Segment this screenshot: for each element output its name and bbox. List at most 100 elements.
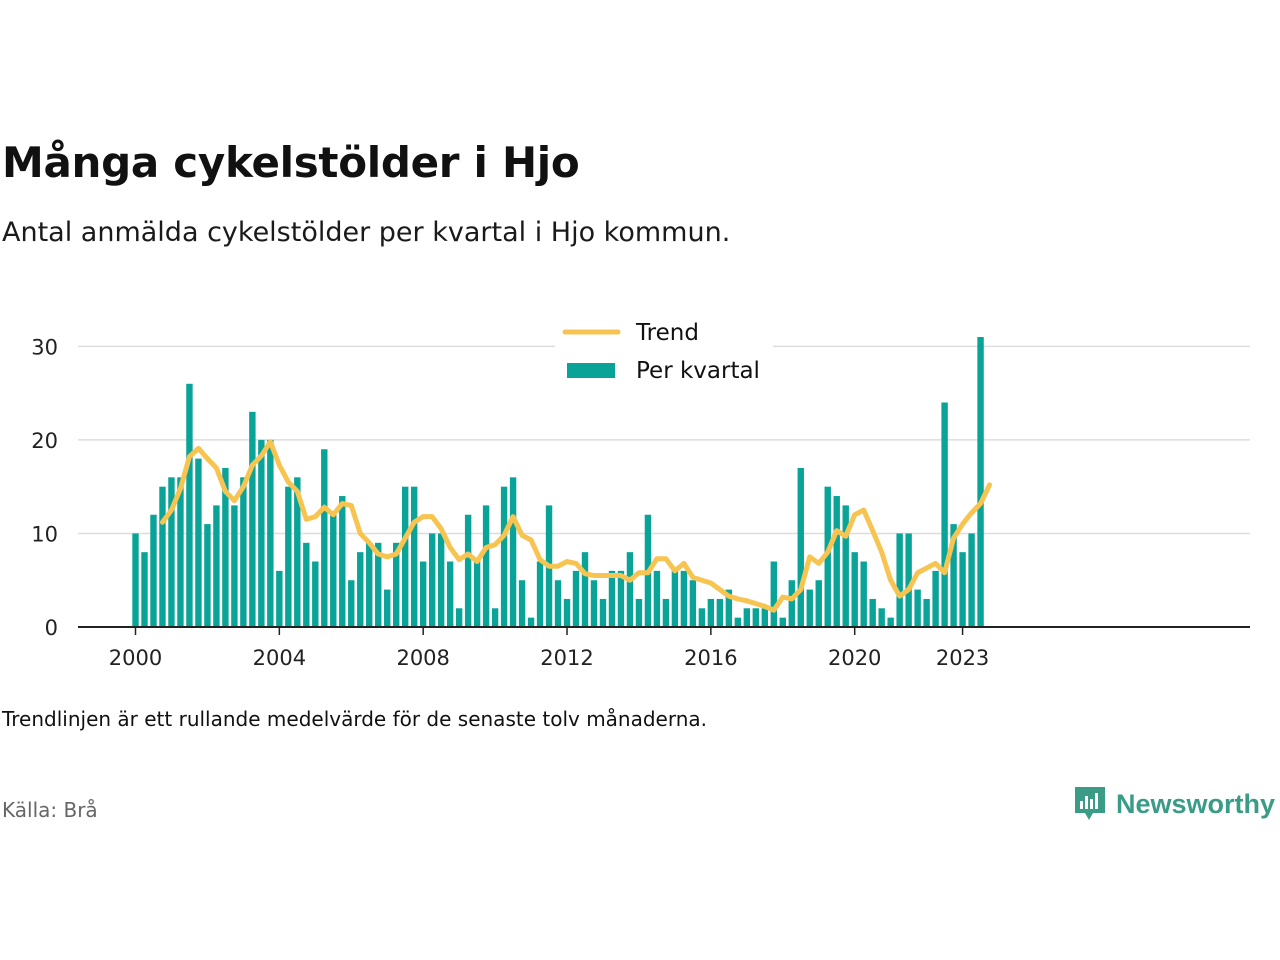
bar [321, 449, 328, 627]
bar [437, 533, 445, 627]
bar [842, 505, 849, 627]
bar [159, 486, 166, 627]
bar [833, 496, 840, 627]
bar [851, 552, 858, 627]
bar [375, 542, 382, 627]
y-tick-label: 0 [45, 616, 58, 640]
bar [428, 533, 436, 627]
x-tick-label: 2012 [540, 646, 593, 670]
bar [698, 608, 706, 627]
bar [725, 589, 733, 627]
bar [941, 402, 948, 627]
bar [626, 552, 634, 627]
legend-label-per-kvartal: Per kvartal [636, 358, 760, 384]
bar [761, 608, 768, 627]
bar [177, 477, 184, 627]
bar [680, 570, 688, 627]
bar [959, 552, 966, 627]
chart-title: Många cykelstölder i Hjo [2, 138, 580, 187]
bar [860, 561, 867, 627]
bar [410, 486, 418, 627]
bar [222, 467, 229, 627]
bar [330, 514, 337, 627]
bar [213, 505, 220, 627]
bar [168, 477, 175, 627]
bar [743, 608, 751, 627]
bar [770, 561, 777, 627]
bar [707, 598, 715, 627]
bar [779, 617, 786, 627]
bar [500, 486, 508, 627]
bar [617, 570, 625, 627]
bar [339, 496, 346, 627]
bar [581, 552, 589, 627]
bar [312, 561, 319, 627]
bar [249, 411, 256, 627]
brand-logo: Newsworthy [1072, 784, 1275, 824]
bar [572, 570, 580, 627]
newsworthy-logo-icon [1075, 787, 1105, 820]
bar [276, 570, 283, 627]
bar [186, 383, 193, 627]
x-tick-label: 2004 [253, 646, 306, 670]
bar [384, 589, 391, 627]
bar [734, 617, 742, 627]
x-tick-label: 2020 [828, 646, 881, 670]
bar [195, 458, 202, 627]
bar [464, 514, 472, 627]
bar [536, 561, 544, 627]
brand-name: Newsworthy [1116, 788, 1276, 819]
bar [231, 505, 238, 627]
bar [896, 533, 903, 627]
x-tick-label: 2023 [936, 646, 989, 670]
bar [258, 439, 265, 627]
bar [716, 598, 724, 627]
bar [509, 477, 517, 627]
bar [132, 533, 139, 627]
trend-line [159, 439, 993, 613]
bar [455, 608, 463, 627]
bar [482, 505, 490, 627]
bar [303, 542, 310, 627]
bar [393, 542, 400, 627]
bar [473, 561, 481, 627]
y-tick-label: 30 [31, 335, 58, 359]
bar [402, 486, 409, 627]
bar [608, 570, 616, 627]
bar [788, 580, 795, 627]
bar [950, 524, 957, 627]
bar [590, 580, 598, 627]
bar [977, 337, 984, 627]
bar [419, 561, 427, 627]
legend-label-trend: Trend [635, 320, 699, 346]
bar [878, 608, 885, 627]
bar [267, 439, 274, 627]
bar [348, 580, 355, 627]
legend: Trend Per kvartal [555, 318, 773, 400]
bar [446, 561, 454, 627]
bar [635, 598, 643, 627]
bar-series-per-kvartal [132, 337, 984, 627]
bar [905, 533, 912, 627]
x-tick-label: 2000 [109, 646, 162, 670]
x-tick-label: 2008 [396, 646, 449, 670]
bar [285, 486, 292, 627]
bar [968, 533, 975, 627]
bar [366, 542, 373, 627]
bar [923, 598, 930, 627]
bar [141, 552, 148, 627]
bar [204, 524, 211, 627]
bar-line-chart: 0 10 20 30 2000 2004 2008 2012 2016 2020 2023 Tren… [31, 318, 1250, 670]
bar [554, 580, 562, 627]
bar [357, 552, 364, 627]
bar [815, 580, 822, 627]
bar [294, 477, 301, 627]
bar [150, 514, 157, 627]
footnote: Trendlinjen är ett rullande medelvärde f… [2, 707, 708, 731]
bar [662, 598, 670, 627]
bar [671, 570, 679, 627]
bar [491, 608, 499, 627]
bar [824, 486, 831, 627]
source-label: Källa: Brå [2, 798, 98, 822]
bar [240, 477, 247, 627]
